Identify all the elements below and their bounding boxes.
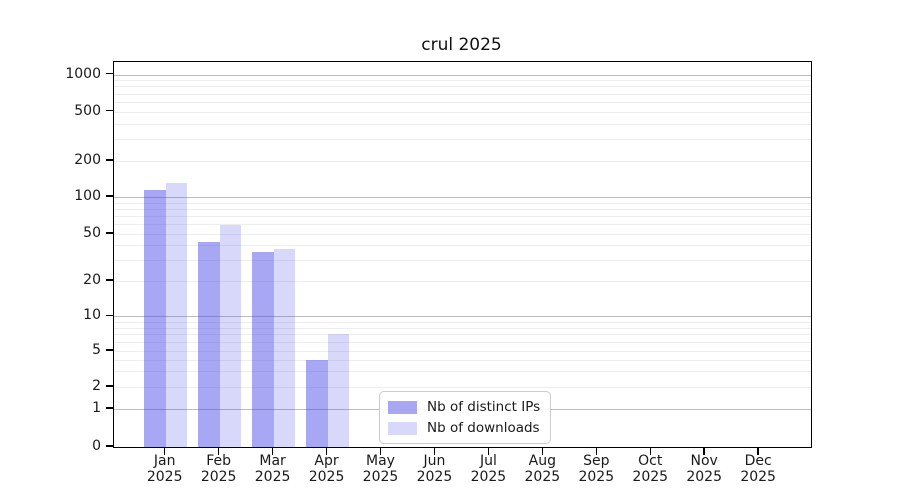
x-axis-tick-label: Apr 2025 [308,453,345,485]
gridline-minor [114,350,811,352]
x-axis-tick-label: Jul 2025 [470,453,507,485]
x-axis-tick [163,447,166,455]
legend-entry-distinct-ips: Nb of distinct IPs [388,399,540,415]
x-axis-tick [433,447,436,455]
gridline-minor [114,245,811,247]
legend-swatch-distinct-ips [388,400,417,414]
x-axis-tick-label: Jun 2025 [416,453,453,485]
x-axis-tick-label: Sep 2025 [578,453,615,485]
bar-downloads [165,182,188,447]
y-axis-tick-label: 20 [83,271,101,288]
legend-swatch-downloads [388,421,417,435]
gridline-minor [114,234,811,236]
x-axis-tick [217,447,220,455]
y-axis-tick-label: 10 [83,307,101,324]
y-axis-tick-label: 1 [92,400,101,416]
x-axis-tick-label: Jan 2025 [146,453,183,485]
legend-label-downloads: Nb of downloads [427,420,540,436]
legend-entry-downloads: Nb of downloads [388,420,540,436]
bar-downloads [327,334,350,447]
gridline-major [114,74,811,76]
bar-distinct-ips [198,241,220,447]
gridline-minor [114,139,811,141]
gridline-major [114,196,811,198]
x-axis-tick [325,447,328,455]
gridline-minor [114,202,811,204]
x-axis-tick [649,447,651,455]
y-axis-tick [106,109,113,112]
gridline-minor [114,321,811,323]
y-axis-tick-label: 2 [92,378,101,395]
y-axis-tick-label: 500 [74,102,101,119]
gridline-minor [114,208,811,210]
x-axis-tick [379,447,382,455]
y-axis-tick [106,349,113,351]
x-axis-tick [487,447,490,455]
y-axis-tick-label: 200 [74,151,101,168]
x-axis-tick-label: Nov 2025 [686,453,722,485]
gridline-minor [114,359,811,361]
bar-downloads [273,249,296,447]
x-axis-tick-label: Mar 2025 [254,453,291,485]
x-axis-tick [757,447,759,455]
x-axis-tick-label: Oct 2025 [632,453,669,485]
y-axis-tick-label: 5 [92,341,101,358]
y-axis-tick-label: 50 [83,225,101,242]
y-axis-tick [106,407,113,409]
y-axis-tick [106,195,113,197]
chart-title: crul 2025 [421,35,502,55]
x-axis-tick-label: Dec 2025 [740,453,776,485]
gridline-minor [114,387,811,389]
y-axis-tick-label: 0 [92,438,101,454]
gridline-minor [114,123,811,125]
gridline-minor [114,86,811,88]
gridline-minor [114,341,811,343]
y-axis-tick [106,159,113,161]
y-axis-tick-label: 1000 [65,65,101,82]
legend: Nb of distinct IPs Nb of downloads [379,391,552,444]
gridline-major [114,316,811,318]
y-axis-tick-label: 100 [74,187,101,204]
bar-distinct-ips [305,359,328,447]
x-axis-tick-label: Aug 2025 [524,453,561,485]
y-axis-tick [106,72,113,75]
gridline-minor [114,260,811,262]
y-axis-tick [106,279,113,281]
x-axis-tick [271,447,274,455]
gridline-minor [114,334,811,336]
gridline-minor [114,80,811,82]
gridline-minor [114,371,811,373]
y-axis-tick [106,232,113,234]
y-axis-tick [106,385,113,387]
plot-area: Nb of distinct IPs Nb of downloads [113,61,812,448]
gridline-minor [114,280,811,282]
bar-distinct-ips [252,252,274,447]
gridline-minor [114,160,811,162]
bar-distinct-ips [144,190,166,447]
x-axis-tick [595,447,598,455]
x-axis-tick [703,447,705,455]
gridline-minor [114,93,811,95]
bar-downloads [219,225,242,447]
y-axis-tick [106,314,113,317]
gridline-minor [114,101,811,103]
legend-label-distinct-ips: Nb of distinct IPs [427,399,541,415]
x-axis-tick-label: May 2025 [362,453,399,485]
gridline-minor [114,111,811,113]
y-axis-tick [106,445,113,447]
gridline-minor [114,224,811,226]
gridline-minor [114,216,811,218]
x-axis-tick [541,447,544,455]
gridline-minor [114,327,811,329]
x-axis-tick-label: Feb 2025 [200,453,237,485]
